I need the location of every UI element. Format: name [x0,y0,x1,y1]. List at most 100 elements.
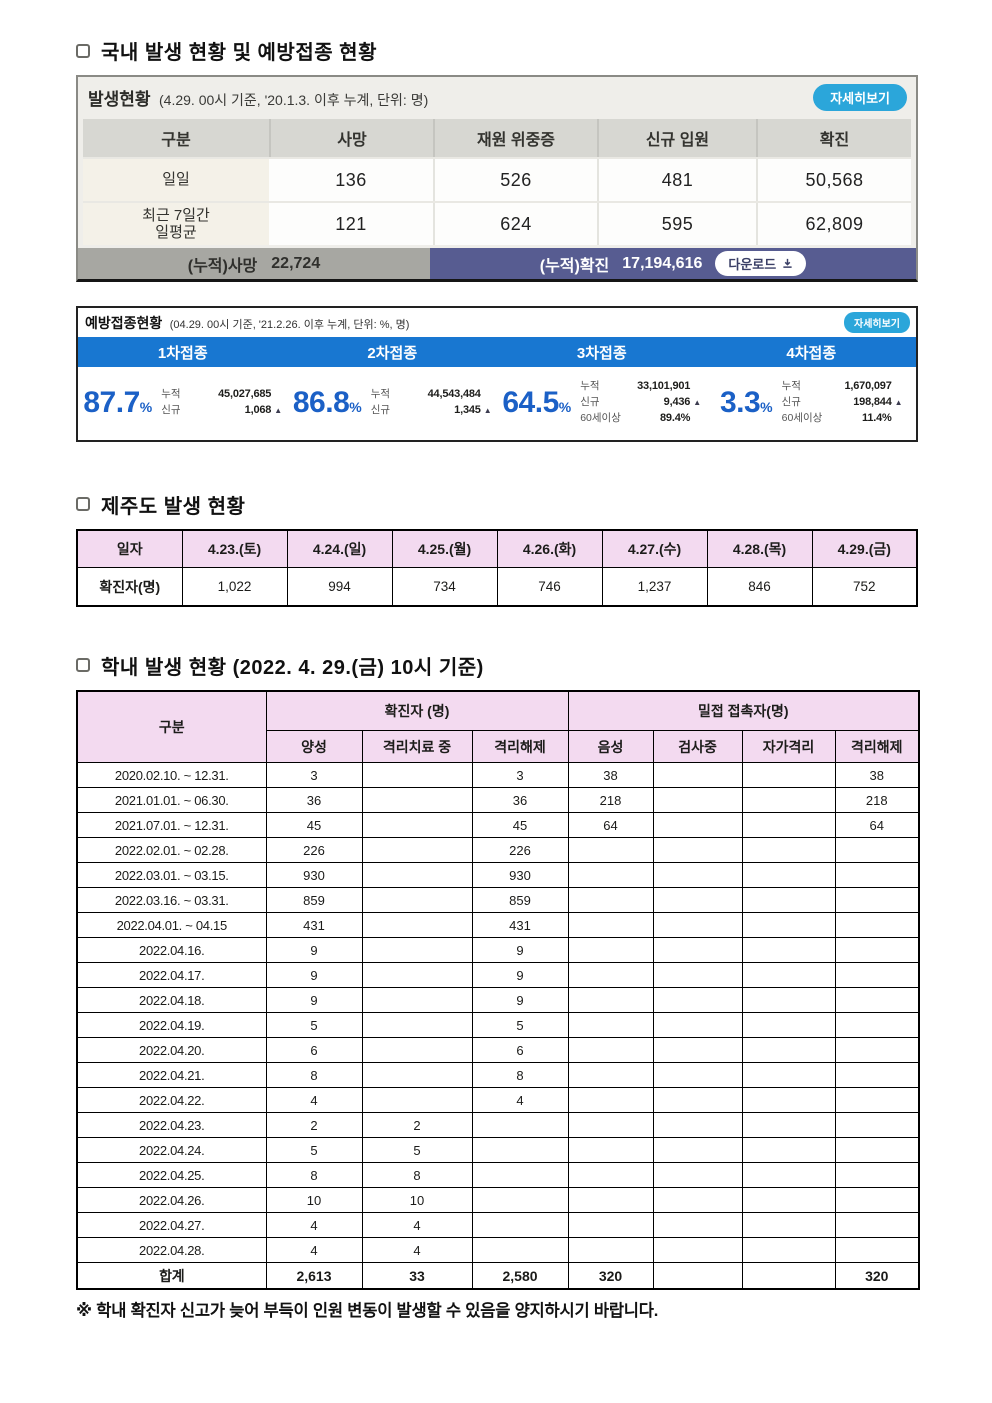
stat-label: 60세이상 [580,412,621,425]
table-cell: 2,613 [265,1262,363,1290]
percent-sign: % [349,398,362,415]
table-cell [361,987,473,1014]
stat-value: 33,101,901 [637,380,691,392]
table-cell: 994 [286,567,393,607]
table-cell [741,1137,836,1164]
sub-header: 격리해제 [834,730,920,764]
table-cell: 226 [471,837,569,864]
sub-header: 격리치료 중 [361,730,473,764]
table-cell: 5 [265,1012,363,1039]
table-cell [567,987,654,1014]
increase-triangle-icon: ▲ [693,398,702,408]
stat-row: 신규 1,345 ▲ [371,403,492,419]
vaccination-header-bar: 1차접종 2차접종 3차접종 4차접종 [78,337,916,367]
table-cell: 859 [471,887,569,914]
table-cell [834,937,920,964]
table-cell: 38 [567,762,654,789]
column-header: 확진 [756,119,911,157]
section-title-school: 학내 발생 현황 (2022. 4. 29.(금) 10시 기준) [76,651,918,680]
table-cell: 734 [391,567,498,607]
corner-header: 구분 [76,690,267,764]
table-cell [652,1237,743,1264]
stat-row: 누적 33,101,901 [580,379,701,395]
table-cell: 9 [265,937,363,964]
vaccination-status-card: 예방접종현황 (04.29. 00시 기준, '21.2.26. 이후 누계, … [76,306,918,442]
table-cell: 1,237 [601,567,708,607]
row-label: 2022.04.18. [76,987,267,1014]
table-cell [361,787,473,814]
table-cell: 8 [265,1062,363,1089]
row-label: 2022.04.16. [76,937,267,964]
table-row: 2022.03.16. ~ 03.31. 859 859 [76,887,920,914]
row-label: 2022.04.23. [76,1112,267,1139]
column-header: 4.27.(수) [601,529,708,569]
table-cell [741,887,836,914]
percent-value: 87.7 [83,385,140,419]
column-header: 4.26.(화) [496,529,603,569]
detail-view-button[interactable]: 자세히보기 [813,84,907,111]
table-row: 2022.04.16. 9 9 [76,937,920,964]
table-cell [741,1162,836,1189]
table-cell: 3 [471,762,569,789]
stat-row: 누적 45,027,685 [161,387,282,403]
table-cell [652,787,743,814]
stat-label: 신규 [161,404,181,417]
vaccination-stats: 87.7% 누적 45,027,685 신규 1,068 ▲ 86.8% 누적 44,543,4… [78,367,916,440]
table-cell: 64 [834,812,920,839]
table-cell [652,1037,743,1064]
table-cell [834,987,920,1014]
jeju-table: 일자 4.23.(토) 4.24.(일) 4.25.(월) 4.26.(화) 4.27.(… [76,528,918,607]
table-cell [652,1137,743,1164]
table-cell [361,912,473,939]
table-cell: 930 [471,862,569,889]
table-cell [361,1037,473,1064]
column-header: 4.25.(월) [391,529,498,569]
row-label: 2022.04.21. [76,1062,267,1089]
table-row-weekly-avg: 최근 7일간 일평균 121 624 595 62,809 [83,201,911,245]
table-row: 확진자(명) 1,022 994 734 746 1,237 846 752 [76,567,918,607]
table-cell [741,812,836,839]
stat-label: 신규 [370,404,391,417]
detail-view-button[interactable]: 자세히보기 [844,312,910,333]
table-cell [361,962,473,989]
table-cell: 752 [811,567,918,607]
table-cell: 45 [471,812,569,839]
table-cell: 431 [471,912,569,939]
table-cell: 64 [567,812,654,839]
section-title-text: 학내 발생 현황 (2022. 4. 29.(금) 10시 기준) [101,656,484,679]
row-label: 최근 7일간 일평균 [83,203,269,245]
table-cell [567,1237,654,1264]
section-title-domestic: 국내 발생 현황 및 예방접종 현황 [76,36,918,65]
table-cell: 930 [265,862,363,889]
table-cell: 36 [265,787,363,814]
table-row: 2022.04.22. 4 4 [76,1087,920,1114]
stat-row: 60세이상 11.4% [782,411,903,427]
table-cell [567,937,654,964]
jeju-table-header: 일자 4.23.(토) 4.24.(일) 4.25.(월) 4.26.(화) 4.27.(… [76,529,918,569]
square-bullet-icon [76,658,90,673]
dose-stats-block: 64.5% 누적 33,101,901 신규 9,436 ▲ 60세이상 89.4% [497,379,707,427]
download-button[interactable]: 다운로드 [715,251,807,276]
column-header: 4.24.(일) [286,529,393,569]
stat-label: 신규 [781,396,801,409]
table-row: 2022.03.01. ~ 03.15. 930 930 [76,862,920,889]
table-cell [834,1137,920,1164]
table-cell: 9 [471,937,569,964]
school-table: 구분 확진자 (명) 밀접 접촉자(명) 양성 격리치료 중 격리해제 음성 검… [76,689,921,1290]
dose-header-label: 2차접종 [367,344,418,362]
table-cell: 218 [834,787,920,814]
table-cell: 4 [265,1087,363,1114]
table-cell [652,1262,743,1290]
table-cell [741,1237,836,1264]
row-label: 2022.04.28. [76,1237,267,1264]
stat-label: 신규 [580,396,600,409]
table-cell: 218 [567,787,654,814]
table-cell [741,962,836,989]
table-row: 2022.04.20. 6 6 [76,1037,920,1064]
table-cell: 4 [265,1237,363,1264]
table-cell [834,1162,920,1189]
table-cell [361,1062,473,1089]
table-row: 2022.02.01. ~ 02.28. 226 226 [76,837,920,864]
sub-header: 격리해제 [471,730,569,764]
table-row: 2022.04.25. 8 8 [76,1162,920,1189]
